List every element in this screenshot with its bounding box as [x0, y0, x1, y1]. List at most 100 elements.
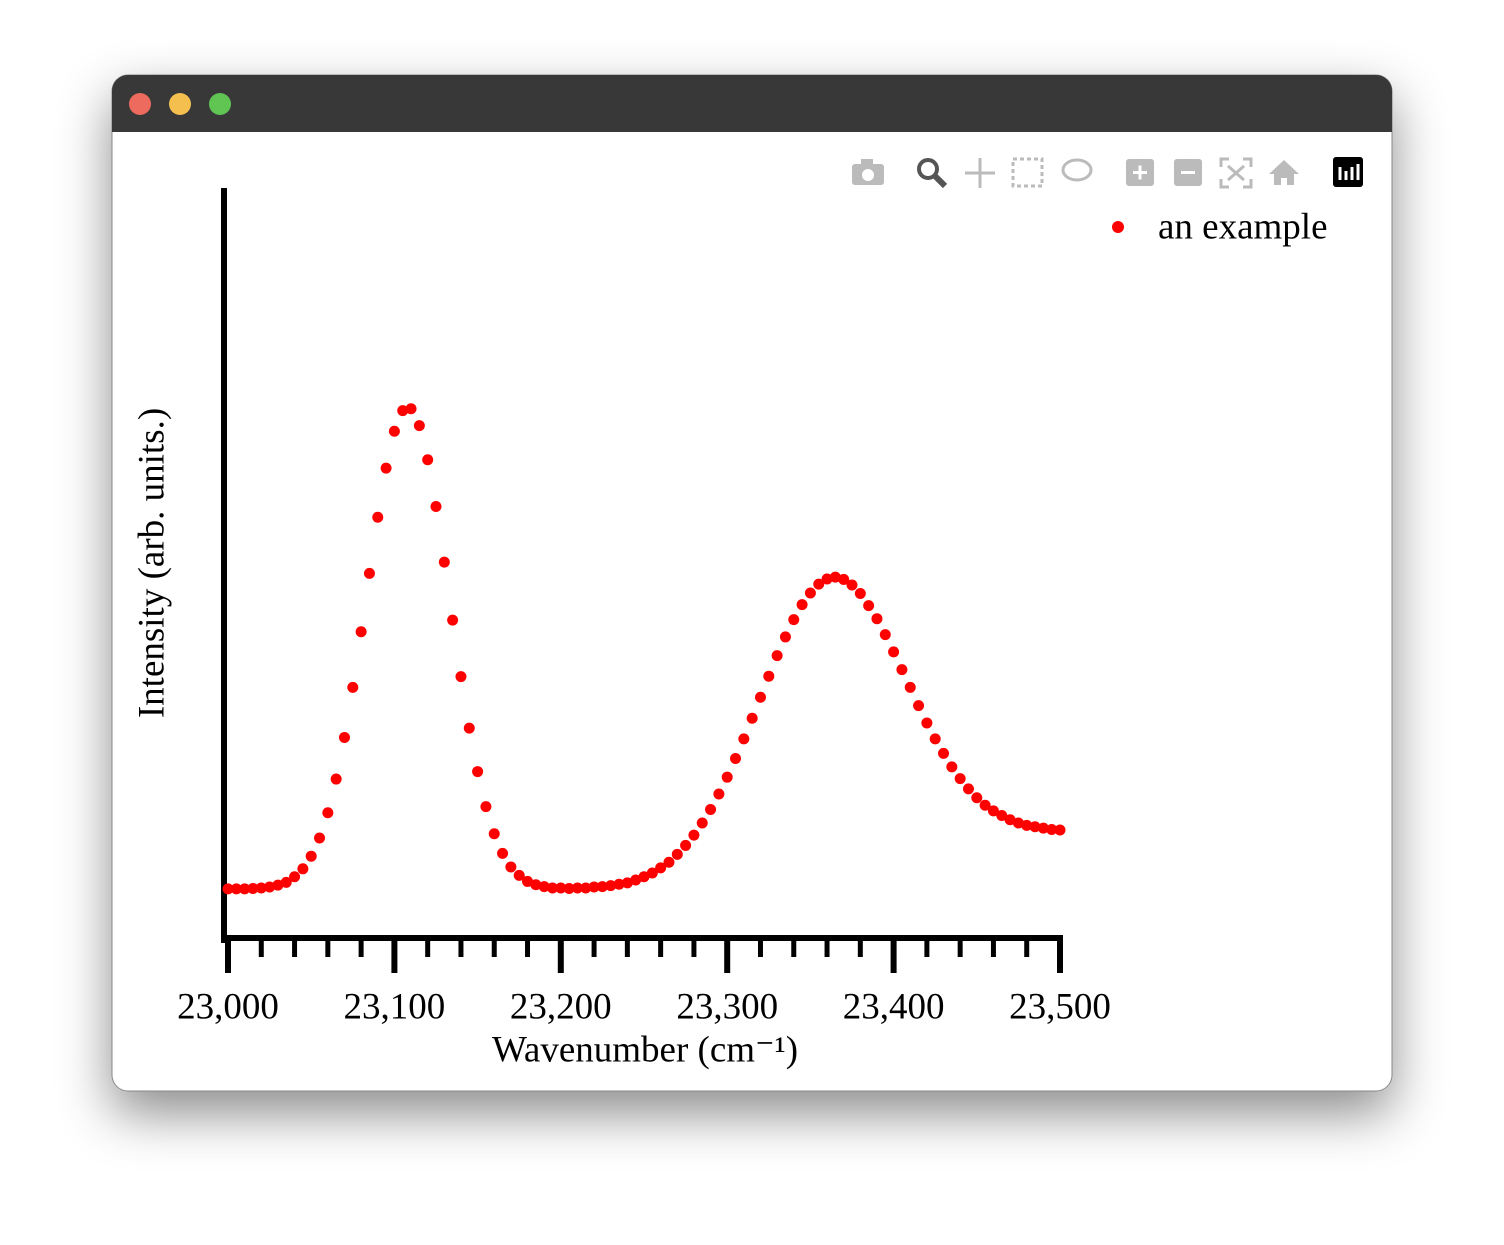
data-point	[347, 681, 359, 693]
data-point	[272, 879, 284, 891]
data-point	[821, 573, 833, 585]
data-point	[422, 454, 434, 466]
pan-icon[interactable]	[965, 158, 995, 188]
camera-icon[interactable]	[852, 159, 884, 185]
box-select-icon[interactable]	[1011, 157, 1044, 188]
data-point	[829, 571, 841, 583]
data-point	[671, 848, 683, 860]
data-point	[397, 405, 409, 417]
data-point	[355, 626, 367, 638]
data-point	[730, 752, 742, 764]
data-point	[1004, 814, 1016, 826]
data-point	[463, 722, 475, 734]
data-point	[754, 691, 766, 703]
zoom-out-icon[interactable]	[1174, 159, 1202, 186]
zoom-in-icon[interactable]	[1126, 159, 1154, 186]
data-point	[239, 883, 251, 895]
data-point	[979, 799, 991, 811]
data-point	[438, 556, 450, 568]
data-point	[871, 613, 883, 625]
data-point	[588, 881, 600, 893]
data-point	[954, 773, 966, 785]
data-point	[230, 883, 242, 895]
data-point	[738, 733, 750, 745]
data-point	[779, 631, 791, 643]
data-point	[580, 882, 592, 894]
reset-icon[interactable]	[1269, 160, 1299, 185]
modebar	[852, 157, 1363, 189]
x-tick-label: 23,300	[676, 986, 778, 1027]
lasso-icon[interactable]	[1061, 158, 1093, 182]
data-point	[405, 403, 417, 415]
data-point	[264, 881, 276, 893]
data-point	[638, 871, 650, 883]
data-point	[721, 771, 733, 783]
data-point	[455, 671, 467, 683]
data-point	[605, 880, 617, 892]
data-point	[688, 829, 700, 841]
data-point	[621, 877, 633, 889]
maximize-button[interactable]	[209, 93, 231, 115]
data-point	[255, 882, 267, 894]
data-point	[771, 650, 783, 662]
data-point	[696, 817, 708, 829]
data-point	[480, 801, 492, 813]
data-point	[971, 792, 983, 804]
data-point	[854, 587, 866, 599]
data-point	[472, 766, 484, 778]
data-point	[571, 882, 583, 894]
plotly-logo[interactable]	[1333, 157, 1363, 187]
data-point	[522, 875, 534, 887]
data-point	[1037, 822, 1049, 834]
data-point	[888, 646, 900, 658]
data-point	[1021, 819, 1033, 831]
data-point	[497, 847, 509, 859]
data-point	[904, 681, 916, 693]
legend-marker	[1112, 221, 1124, 233]
data-point	[763, 670, 775, 682]
data-point	[546, 882, 558, 894]
data-point	[987, 805, 999, 817]
autoscale-icon[interactable]	[1219, 157, 1253, 189]
close-button[interactable]	[129, 93, 151, 115]
data-point	[314, 832, 326, 844]
data-point	[1029, 821, 1041, 833]
data-point	[846, 579, 858, 591]
data-point	[613, 878, 625, 890]
data-point	[222, 883, 234, 895]
data-point	[946, 761, 958, 773]
minimize-button[interactable]	[169, 93, 191, 115]
data-point	[430, 500, 442, 512]
data-point	[705, 803, 717, 815]
data-point	[305, 850, 317, 862]
data-point	[938, 747, 950, 759]
y-axis-label: Intensity (arb. units.)	[131, 408, 172, 718]
data-point	[1012, 817, 1024, 829]
data-point	[996, 810, 1008, 822]
x-tick-label: 23,200	[510, 986, 612, 1027]
data-point	[488, 828, 500, 840]
data-point	[555, 882, 567, 894]
data-point	[813, 578, 825, 590]
data-point	[788, 614, 800, 626]
data-point	[363, 567, 375, 579]
data-point	[838, 573, 850, 585]
data-point	[1054, 824, 1066, 836]
data-point	[388, 425, 400, 437]
data-point	[338, 731, 350, 743]
data-point	[896, 664, 908, 676]
data-point	[505, 861, 517, 873]
data-point	[322, 807, 334, 819]
x-tick-label: 23,500	[1009, 986, 1111, 1027]
data-point	[962, 783, 974, 795]
data-point	[1046, 824, 1058, 836]
data-point	[380, 462, 392, 474]
data-point	[796, 599, 808, 611]
data-point	[530, 879, 542, 891]
x-tick-label: 23,400	[843, 986, 945, 1027]
x-tick-label: 23,000	[177, 986, 279, 1027]
data-point	[596, 881, 608, 893]
zoom-icon[interactable]	[917, 158, 948, 189]
